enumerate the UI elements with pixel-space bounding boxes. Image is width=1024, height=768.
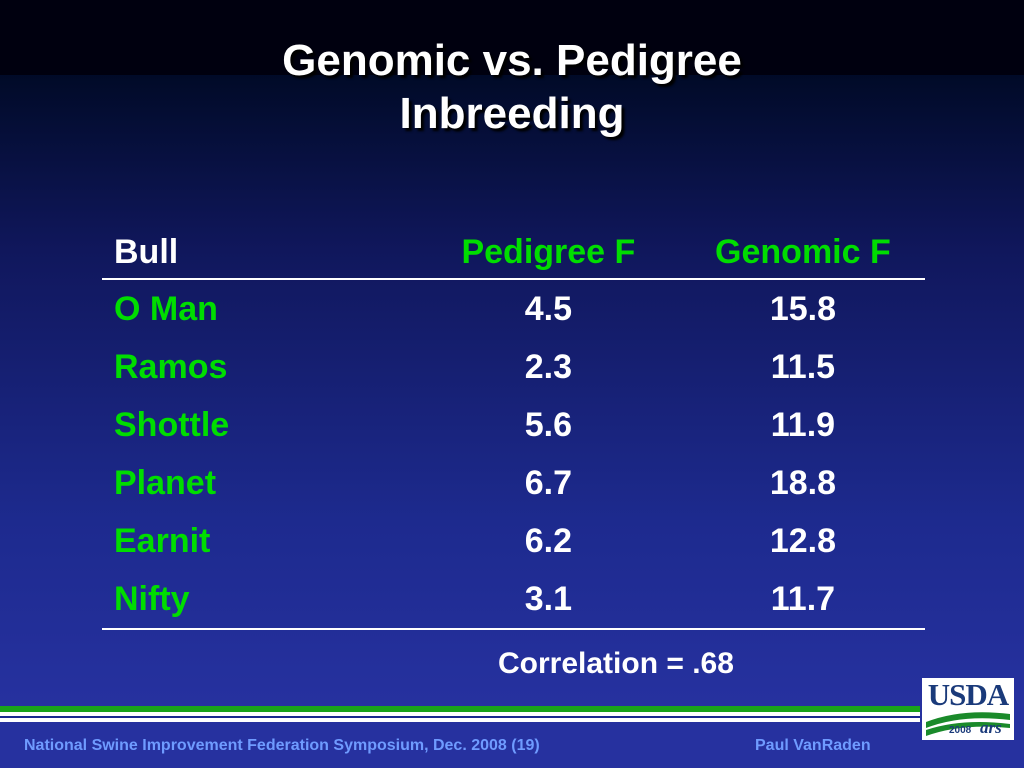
bull-name: Ramos [114, 347, 228, 386]
footer-author: Paul VanRaden [755, 737, 871, 754]
genomic-f-value: 12.8 [769, 521, 836, 560]
top-band [0, 0, 1024, 75]
footer-stripe-blue [0, 716, 920, 718]
bull-name: Earnit [114, 521, 211, 560]
bull-name: O Man [114, 289, 218, 328]
pedigree-f-value: 6.7 [524, 463, 573, 502]
bull-name: Shottle [114, 405, 230, 444]
logo-year: 2008 [949, 725, 972, 736]
pedigree-f-value: 5.6 [524, 405, 573, 444]
usda-logo-swoosh-icon [926, 712, 1010, 736]
footer-stripe-green [0, 706, 920, 712]
pedigree-f-value: 6.2 [524, 521, 573, 560]
table-row: Earnit 6.2 12.8 [102, 512, 925, 570]
table-row: Ramos 2.3 11.5 [102, 338, 925, 396]
genomic-f-value: 11.7 [770, 579, 836, 618]
bull-name: Planet [114, 463, 217, 502]
bull-name: Nifty [114, 579, 190, 618]
table-header-row: Bull Pedigree F Genomic F [102, 227, 925, 279]
pedigree-f-value: 2.3 [524, 347, 573, 386]
genomic-f-value: 18.8 [769, 463, 836, 502]
footer-stripe-white [0, 712, 920, 716]
usda-logo: USDA 2008 ars [922, 678, 1014, 740]
table-row: Planet 6.7 18.8 [102, 454, 925, 512]
inbreeding-table: Bull Pedigree F Genomic F O Man 4.5 15.8… [102, 227, 925, 630]
table-row: Nifty 3.1 11.7 [102, 570, 925, 629]
header-pedigree-f: Pedigree F [461, 233, 636, 271]
genomic-f-value: 11.5 [770, 347, 836, 386]
correlation-note: Correlation = .68 [498, 647, 734, 680]
header-bull: Bull [114, 233, 179, 271]
header-genomic-f: Genomic F [715, 233, 891, 271]
slide-title: Genomic vs. Pedigree Inbreeding [0, 34, 1024, 140]
table-row: O Man 4.5 15.8 [102, 279, 925, 338]
pedigree-f-value: 3.1 [524, 579, 573, 618]
genomic-f-value: 15.8 [769, 289, 836, 328]
title-line-2: Inbreeding [399, 89, 625, 138]
title-line-1: Genomic vs. Pedigree [282, 36, 742, 85]
table-row: Shottle 5.6 11.9 [102, 396, 925, 454]
pedigree-f-value: 4.5 [524, 289, 573, 328]
usda-logo-text: USDA [927, 678, 1009, 712]
logo-ars: ars [980, 718, 1002, 737]
footer-event: National Swine Improvement Federation Sy… [24, 737, 540, 754]
footer-stripe-white-lower [0, 718, 920, 722]
genomic-f-value: 11.9 [770, 405, 836, 444]
